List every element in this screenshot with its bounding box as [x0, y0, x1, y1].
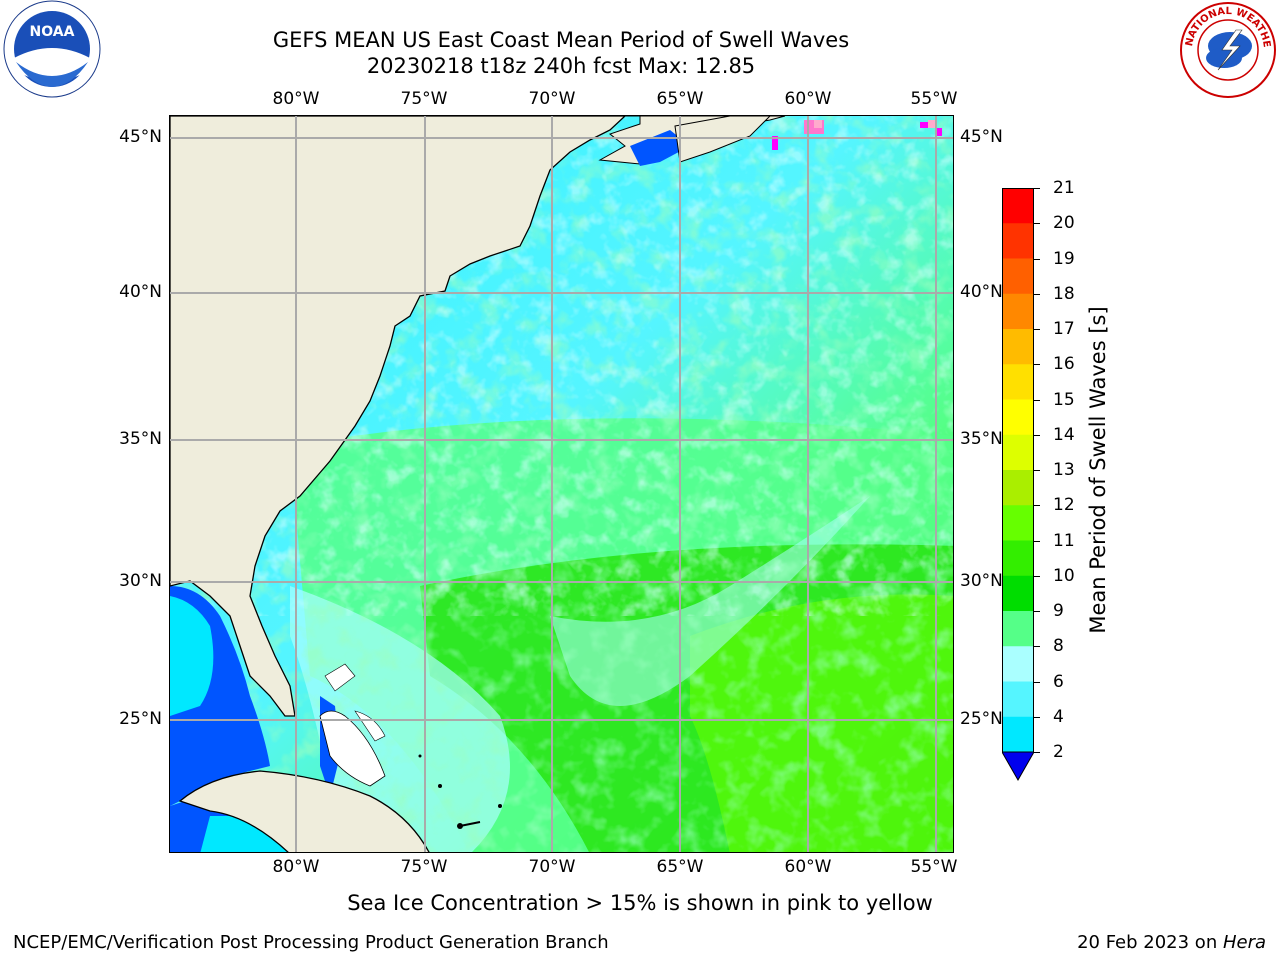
- lon-label-bottom-65w: 65°W: [656, 857, 704, 877]
- lon-label-bottom-70w: 70°W: [528, 857, 576, 877]
- colorbar-tick-label: 18: [1053, 283, 1075, 304]
- lat-label-left-25n: 25°N: [119, 709, 162, 729]
- colorbar-tick-mark: [1034, 293, 1040, 295]
- colorbar-tick-mark: [1034, 646, 1040, 648]
- colorbar-tick-mark: [1034, 540, 1040, 542]
- colorbar-tick-mark: [1034, 716, 1040, 718]
- footer-date: 20 Feb 2023 on Hera: [1077, 932, 1266, 953]
- lon-label-bottom-55w: 55°W: [910, 857, 958, 877]
- colorbar-swatch: [1002, 188, 1034, 224]
- colorbar-tick-label: 20: [1053, 213, 1075, 234]
- colorbar-tick-label: 14: [1053, 424, 1075, 445]
- colorbar-swatch: [1002, 329, 1034, 365]
- sea-ice-note: Sea Ice Concentration > 15% is shown in …: [347, 891, 933, 915]
- colorbar-tick-mark: [1034, 399, 1040, 401]
- lat-label-left-45n: 45°N: [119, 127, 162, 147]
- lat-label-right-30n: 30°N: [960, 571, 1003, 591]
- colorbar-swatch: [1002, 434, 1034, 471]
- colorbar-tick-label: 12: [1053, 495, 1075, 516]
- colorbar-swatch: [1002, 293, 1034, 330]
- colorbar-border: [1002, 188, 1034, 753]
- colorbar-swatch: [1002, 646, 1034, 682]
- lat-label-left-40n: 40°N: [119, 282, 162, 302]
- colorbar-tick-mark: [1034, 188, 1040, 189]
- colorbar-tick-mark: [1034, 681, 1040, 683]
- colorbar-tick-label: 10: [1053, 565, 1075, 586]
- lat-label-right-40n: 40°N: [960, 282, 1003, 302]
- colorbar-under-triangle: [1001, 751, 1035, 782]
- colorbar-swatch: [1002, 399, 1034, 436]
- nws-logo: NATIONAL WEATHER SERVICE: [1174, 0, 1278, 100]
- colorbar-tick-label: 2: [1053, 742, 1064, 762]
- lat-label-left-35n: 35°N: [119, 429, 162, 449]
- colorbar-tick-label: 9: [1053, 601, 1064, 621]
- colorbar-tick-mark: [1034, 434, 1040, 436]
- lat-label-right-35n: 35°N: [960, 429, 1003, 449]
- lon-label-bottom-75w: 75°W: [400, 857, 448, 877]
- colorbar-swatch: [1002, 505, 1034, 541]
- map-panel: [169, 115, 954, 853]
- colorbar-tick-mark: [1034, 505, 1040, 507]
- footer-date-text: 20 Feb 2023 on: [1077, 932, 1223, 953]
- colorbar-swatch: [1002, 611, 1034, 647]
- colorbar-swatch: [1002, 716, 1034, 753]
- colorbar-tick-label: 4: [1053, 706, 1064, 727]
- swell-period-map: [170, 116, 953, 852]
- lat-label-right-25n: 25°N: [960, 709, 1003, 729]
- colorbar-tick-label: 16: [1053, 354, 1075, 375]
- footer-credit: NCEP/EMC/Verification Post Processing Pr…: [13, 932, 609, 953]
- colorbar-tick-mark: [1034, 611, 1040, 612]
- colorbar-swatch: [1002, 540, 1034, 577]
- colorbar-tick-mark: [1034, 364, 1040, 366]
- colorbar-swatch: [1002, 223, 1034, 259]
- colorbar-swatch: [1002, 575, 1034, 612]
- lon-label-bottom-60w: 60°W: [784, 857, 832, 877]
- lon-label-top-75w: 75°W: [400, 89, 448, 109]
- lon-label-top-55w: 55°W: [910, 89, 958, 109]
- colorbar-tick-label: 19: [1053, 248, 1075, 269]
- lon-label-bottom-80w: 80°W: [272, 857, 320, 877]
- colorbar-swatch: [1002, 470, 1034, 506]
- colorbar-swatch: [1002, 681, 1034, 718]
- colorbar-tick-label: 13: [1053, 460, 1075, 480]
- colorbar-tick-label: 6: [1053, 671, 1064, 692]
- colorbar-tick-label: 8: [1053, 636, 1064, 657]
- map-subtitle: 20230218 t18z 240h fcst Max: 12.85: [366, 54, 756, 78]
- colorbar-label: Mean Period of Swell Waves [s]: [1086, 306, 1110, 634]
- footer-machine: Hera: [1222, 932, 1266, 953]
- noaa-logo: NOAA: [2, 0, 102, 100]
- colorbar-tick-mark: [1034, 575, 1040, 577]
- colorbar-tick-label: 11: [1053, 530, 1075, 551]
- lon-label-top-70w: 70°W: [528, 89, 576, 109]
- colorbar-tick-label: 17: [1053, 319, 1075, 339]
- colorbar-tick-label: 15: [1053, 389, 1075, 410]
- noaa-logo-text: NOAA: [30, 24, 75, 40]
- colorbar-tick-mark: [1034, 470, 1040, 471]
- colorbar-tick-mark: [1034, 752, 1040, 753]
- colorbar-swatches: [1001, 188, 1035, 782]
- lon-label-top-65w: 65°W: [656, 89, 704, 109]
- map-title: GEFS MEAN US East Coast Mean Period of S…: [272, 28, 850, 52]
- lon-label-top-80w: 80°W: [272, 89, 320, 109]
- colorbar-swatch: [1002, 364, 1034, 400]
- lat-label-right-45n: 45°N: [960, 127, 1003, 147]
- lat-label-left-30n: 30°N: [119, 571, 162, 591]
- colorbar-swatch: [1002, 258, 1034, 295]
- colorbar-tick-mark: [1034, 329, 1040, 330]
- colorbar-tick-mark: [1034, 223, 1040, 225]
- colorbar-tick-label: 21: [1053, 178, 1075, 198]
- lon-label-top-60w: 60°W: [784, 89, 832, 109]
- colorbar: [1001, 188, 1035, 782]
- colorbar-tick-mark: [1034, 258, 1040, 260]
